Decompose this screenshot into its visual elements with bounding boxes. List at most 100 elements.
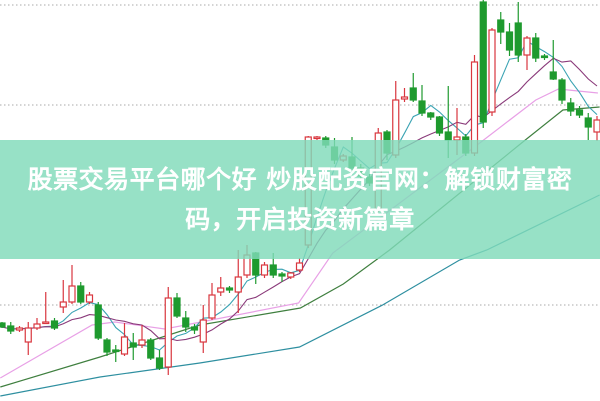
candle-down xyxy=(77,282,85,304)
candle-down xyxy=(558,78,566,104)
candle-body xyxy=(435,116,444,134)
candle-up xyxy=(208,283,216,320)
article-title-line-1: 股票交易平台哪个好 炒股配资官网：解锁财富密 xyxy=(27,164,573,194)
candle-body xyxy=(427,112,435,118)
candle-body xyxy=(129,342,137,348)
candle-body xyxy=(400,96,409,100)
candle-body xyxy=(278,273,286,277)
candle-down xyxy=(549,40,557,80)
candle-down xyxy=(225,286,234,293)
candle-up xyxy=(593,116,600,141)
candle-up xyxy=(199,305,207,353)
candle-body xyxy=(313,136,321,140)
candle-body xyxy=(584,117,592,128)
candle-down xyxy=(567,98,575,116)
candle-body xyxy=(488,29,496,113)
candle-up xyxy=(488,28,496,116)
candle-body xyxy=(190,326,199,331)
candle-down xyxy=(514,2,522,62)
candle-body xyxy=(155,357,164,369)
candle-down xyxy=(427,112,435,120)
candle-up xyxy=(217,277,225,296)
candle-body xyxy=(94,304,102,339)
candle-down xyxy=(0,322,6,328)
candle-body xyxy=(575,109,584,116)
candle-body xyxy=(295,262,304,271)
candle-up xyxy=(24,322,32,355)
candle-body xyxy=(497,19,505,33)
candle-up xyxy=(42,292,50,325)
candle-body xyxy=(103,339,111,353)
candle-up xyxy=(260,262,269,278)
candle-body xyxy=(173,297,181,317)
candle-down xyxy=(112,345,120,362)
candle-body xyxy=(260,264,269,276)
candle-up xyxy=(138,325,146,348)
candle-body xyxy=(120,336,129,355)
candle-body xyxy=(0,322,6,328)
candle-up xyxy=(85,292,94,304)
candle-up xyxy=(15,326,24,332)
candle-down xyxy=(190,324,199,334)
candle-down xyxy=(278,272,286,282)
candle-body xyxy=(33,323,41,329)
candle-up xyxy=(120,323,129,356)
candle-up xyxy=(33,318,41,330)
candle-body xyxy=(68,285,76,303)
candle-body xyxy=(558,79,566,101)
candle-up xyxy=(523,36,531,70)
candle-down xyxy=(409,73,417,102)
candle-up xyxy=(164,287,172,375)
candle-up xyxy=(234,250,242,313)
candle-down xyxy=(505,23,514,56)
candle-body xyxy=(59,301,67,308)
candle-up xyxy=(400,88,409,102)
candle-body xyxy=(112,349,120,353)
candle-body xyxy=(593,119,600,133)
candle-body xyxy=(147,339,155,359)
candle-up xyxy=(287,272,295,279)
candle-down xyxy=(7,322,15,334)
candle-body xyxy=(50,320,59,329)
candle-down xyxy=(94,302,102,340)
candle-body xyxy=(532,37,540,59)
candle-body xyxy=(444,131,452,141)
candle-body xyxy=(217,287,225,293)
candle-body xyxy=(182,317,190,328)
candle-down xyxy=(155,350,164,370)
candle-down xyxy=(532,33,540,62)
candle-down xyxy=(540,54,549,60)
candle-down xyxy=(497,12,505,44)
moving-average-line xyxy=(0,88,598,379)
candle-body xyxy=(138,339,146,346)
candle-body xyxy=(505,31,514,51)
candle-down xyxy=(103,338,111,356)
candle-down xyxy=(173,293,181,318)
candle-down xyxy=(418,85,426,116)
candle-body xyxy=(479,1,487,123)
candle-body xyxy=(409,87,417,101)
candle-body xyxy=(234,276,242,293)
candle-down xyxy=(435,116,444,136)
candle-down xyxy=(575,106,584,118)
candle-up xyxy=(68,265,76,304)
candle-body xyxy=(514,22,522,56)
candle-body xyxy=(269,264,277,276)
candle-body xyxy=(164,297,172,368)
candle-down xyxy=(182,311,190,332)
candle-body xyxy=(523,37,531,56)
candle-down xyxy=(129,333,137,360)
title-banner: 股票交易平台哪个好 炒股配资官网：解锁财富密 码，开启投资新篇章 xyxy=(0,140,600,259)
candle-down xyxy=(584,113,592,140)
candle-down xyxy=(147,338,155,360)
candle-up xyxy=(313,136,321,140)
candle-up xyxy=(59,280,67,313)
candle-body xyxy=(7,325,15,332)
candle-body xyxy=(199,319,207,343)
candle-body xyxy=(24,327,32,343)
candle-body xyxy=(287,272,295,278)
candle-body xyxy=(208,294,216,319)
candle-body xyxy=(549,71,557,80)
candle-body xyxy=(15,327,24,331)
